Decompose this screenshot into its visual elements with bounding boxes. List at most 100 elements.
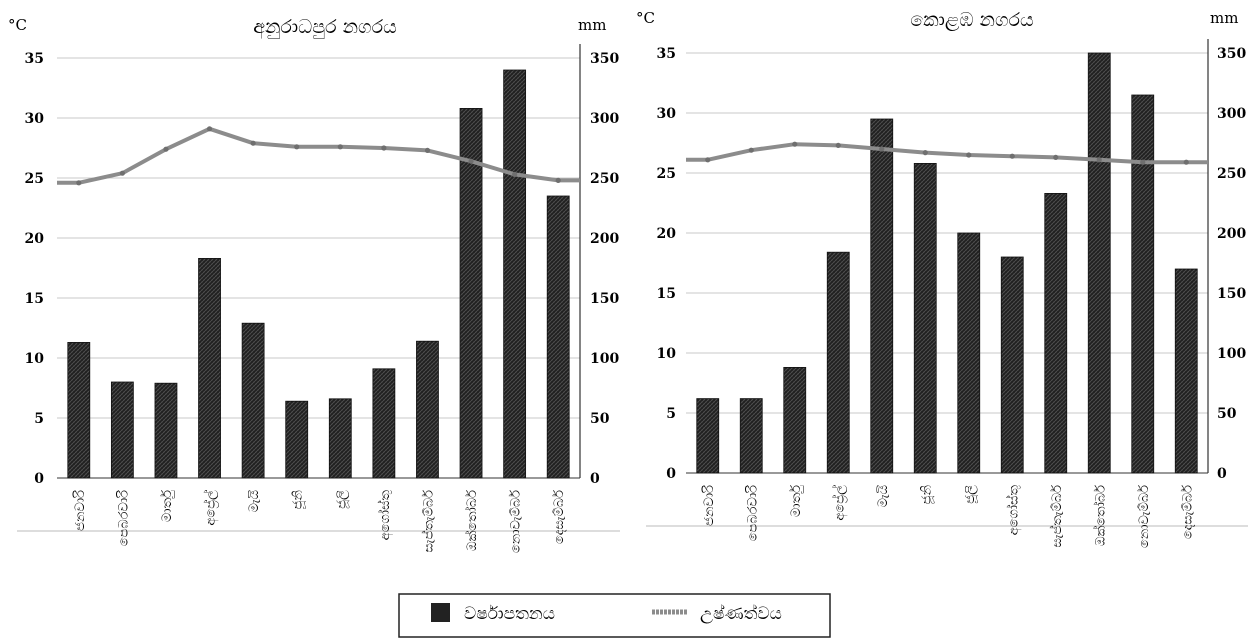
anuradhapura-temperature-point — [294, 144, 300, 150]
anuradhapura-left-tick-label: 20 — [25, 231, 45, 247]
anuradhapura-temperature-line — [57, 126, 580, 185]
colombo-left-axis-unit: °C — [636, 9, 655, 27]
colombo-rainfall-bar — [696, 398, 720, 474]
anuradhapura-right-tick-label: 150 — [590, 291, 619, 307]
colombo-temperature-point — [1009, 153, 1015, 159]
anuradhapura-temperature-point — [206, 126, 213, 132]
colombo-right-tick-label: 100 — [1217, 346, 1246, 362]
anuradhapura-month-label: සැප්තැම්බර් — [420, 490, 436, 553]
chart-legend: වර්ෂාපතනය උෂ්ණත්වය — [398, 593, 831, 638]
anuradhapura-rainfall-bar — [328, 398, 352, 479]
colombo-temperature-point — [879, 146, 885, 152]
colombo-right-tick-label: 0 — [1217, 466, 1227, 482]
colombo-temperature-point — [922, 150, 928, 156]
colombo-left-tick-label: 25 — [657, 166, 676, 182]
anuradhapura-left-tick-label: 5 — [34, 411, 44, 427]
anuradhapura-rainfall-bar — [67, 341, 91, 479]
legend-box — [398, 593, 831, 638]
anuradhapura-month-label: ජූලි — [334, 490, 349, 509]
anuradhapura-month-label: ජනවාරි — [72, 490, 88, 531]
anuradhapura-rainfall-bar — [110, 381, 134, 479]
colombo-rainfall-bar — [957, 232, 981, 474]
colombo-rainfall-bar — [1044, 192, 1068, 474]
colombo-rainfall-bar — [1000, 256, 1024, 474]
anuradhapura-rainfall-bar — [198, 257, 221, 479]
colombo-left-tick-label: 30 — [657, 106, 677, 122]
anuradhapura-temperature-point — [250, 140, 256, 146]
anuradhapura-rainfall-bar — [546, 195, 570, 479]
colombo-right-axis-unit: mm — [1210, 9, 1238, 27]
anuradhapura-temperature-point — [337, 144, 343, 150]
anuradhapura-left-tick-label: 30 — [25, 111, 45, 127]
colombo-temperature-point — [835, 142, 841, 148]
anuradhapura-left-tick-label: 25 — [25, 171, 44, 187]
anuradhapura-left-tick-label: 35 — [25, 51, 44, 67]
colombo-month-label: පෙබරවාරි — [744, 485, 760, 541]
anuradhapura-temperature-point — [119, 170, 125, 176]
colombo-left-tick-label: 35 — [657, 46, 676, 62]
colombo-month-label: ඔක්තෝබර් — [1092, 485, 1108, 546]
colombo-temperature-point — [1183, 159, 1189, 165]
anuradhapura-rainfall-bar — [372, 368, 396, 479]
anuradhapura-right-tick-label: 100 — [590, 351, 619, 367]
colombo-month-label: මැයි — [876, 485, 891, 508]
anuradhapura-rainfall-bar — [416, 340, 439, 479]
colombo-left-tick-label: 10 — [657, 346, 677, 362]
anuradhapura-temperature-point — [512, 171, 518, 177]
anuradhapura-month-label: ජූනි — [291, 490, 306, 510]
colombo-month-label: අප්‍රේල් — [831, 485, 847, 521]
colombo-left-tick-label: 5 — [666, 406, 676, 422]
colombo-month-label: අගෝස්තු — [1005, 485, 1021, 536]
anuradhapura-chart-title: අනුරාධපුර නගරය — [253, 16, 396, 40]
colombo-right-tick-label: 250 — [1217, 166, 1246, 182]
anuradhapura-month-label: දෙසැම්බර් — [551, 490, 567, 544]
colombo-month-label: ජූලි — [963, 485, 978, 504]
anuradhapura-right-tick-label: 350 — [590, 51, 619, 67]
anuradhapura-right-tick-label: 300 — [590, 111, 619, 127]
anuradhapura-month-label: පෙබරවාරි — [115, 490, 131, 546]
colombo-rainfall-bar — [1087, 52, 1111, 474]
colombo-rainfall-bar — [1174, 268, 1198, 474]
colombo-right-tick-label: 350 — [1217, 46, 1246, 62]
anuradhapura-right-tick-label: 200 — [590, 231, 619, 247]
anuradhapura-left-tick-label: 15 — [25, 291, 44, 307]
colombo-chart: කොළඹ නගරය°C mm051015202530350501001502002… — [636, 9, 1248, 548]
anuradhapura-temperature-point — [76, 180, 82, 186]
colombo-temperature-point — [748, 147, 754, 153]
colombo-temperature-line — [686, 142, 1208, 165]
colombo-month-label: දෙසැම්බර් — [1179, 485, 1195, 539]
anuradhapura-temperature-point — [424, 147, 431, 153]
colombo-rainfall-bar — [1131, 94, 1155, 474]
anuradhapura-right-axis-unit: mm — [578, 16, 606, 34]
anuradhapura-month-label: මැයි — [247, 490, 262, 513]
legend-rainfall-swatch — [431, 603, 450, 622]
colombo-temperature-point — [792, 141, 798, 147]
colombo-month-label: ජූනි — [919, 485, 934, 505]
colombo-right-tick-label: 300 — [1217, 106, 1246, 122]
colombo-month-label: සැප්තැම්බර් — [1049, 485, 1065, 548]
colombo-left-tick-label: 20 — [657, 226, 677, 242]
anuradhapura-rainfall-bar — [154, 382, 178, 479]
anuradhapura-right-tick-label: 0 — [590, 471, 600, 487]
colombo-rainfall-bar — [913, 162, 937, 474]
colombo-left-tick-label: 15 — [657, 286, 676, 302]
colombo-month-label: මාර්තු — [788, 485, 804, 517]
anuradhapura-temperature-point — [163, 146, 169, 152]
colombo-temperature-point — [966, 152, 972, 158]
anuradhapura-rainfall-bar — [241, 322, 265, 479]
colombo-month-label: ජනවාරි — [701, 485, 717, 526]
colombo-right-tick-label: 50 — [1217, 406, 1237, 422]
colombo-right-tick-label: 150 — [1217, 286, 1246, 302]
anuradhapura-month-label: අගෝස්තු — [377, 490, 393, 541]
colombo-rainfall-bar — [870, 118, 894, 474]
anuradhapura-rainfall-bar — [503, 69, 527, 479]
colombo-temperature-point — [1140, 159, 1146, 165]
anuradhapura-temperature-point — [468, 158, 474, 164]
colombo-temperature-point — [1053, 154, 1059, 160]
anuradhapura-rainfall-bar — [285, 400, 309, 479]
anuradhapura-month-label: නොවැම්බර් — [508, 490, 524, 553]
colombo-right-tick-label: 200 — [1217, 226, 1246, 242]
anuradhapura-left-axis-unit: °C — [8, 16, 27, 34]
colombo-left-tick-label: 0 — [666, 466, 676, 482]
